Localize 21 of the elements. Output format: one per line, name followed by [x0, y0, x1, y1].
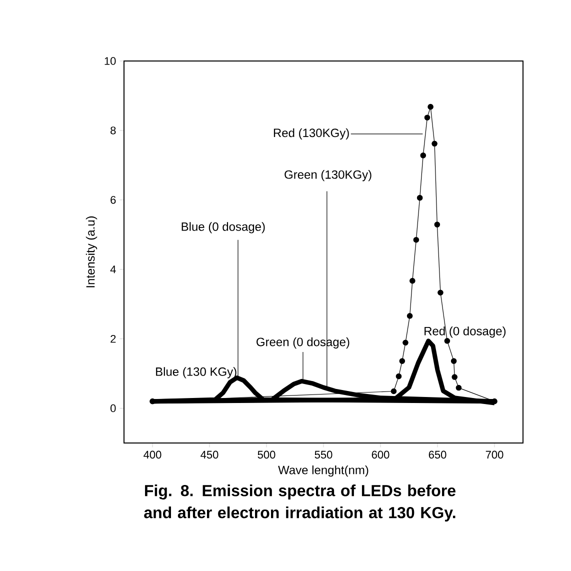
caption: Fig. 8. Emission spectra of LEDs before and after electron irradiation at 130 KGy.: [144, 484, 456, 522]
x-tick-label: 400: [144, 450, 162, 459]
annotation: Red (0 dosage): [424, 326, 506, 338]
x-tick-label: 700: [486, 450, 504, 459]
y-tick-label: 8: [110, 126, 116, 134]
y-tick-label: 10: [104, 57, 116, 65]
y-tick-label: 0: [110, 404, 116, 412]
x-tick-label: 650: [428, 450, 446, 459]
x-tick-label: 500: [258, 450, 276, 459]
y-tick-label: 6: [110, 196, 116, 204]
annotation: Green (130KGy): [284, 170, 372, 182]
y-axis-title: Intensity (a.u): [86, 216, 98, 288]
annotation: Blue (130 KGy): [156, 367, 236, 378]
x-tick-label: 550: [314, 450, 332, 459]
x-tick-label: 600: [372, 450, 390, 459]
x-tick-label: 450: [200, 450, 218, 459]
y-tick-label: 2: [110, 334, 116, 343]
annotation: Blue (0 dosage): [182, 222, 265, 234]
x-axis-title: Wave lenght(nm): [278, 465, 368, 477]
y-tick-label: 4: [110, 266, 116, 274]
annotation: Red (130KGy): [274, 128, 349, 140]
